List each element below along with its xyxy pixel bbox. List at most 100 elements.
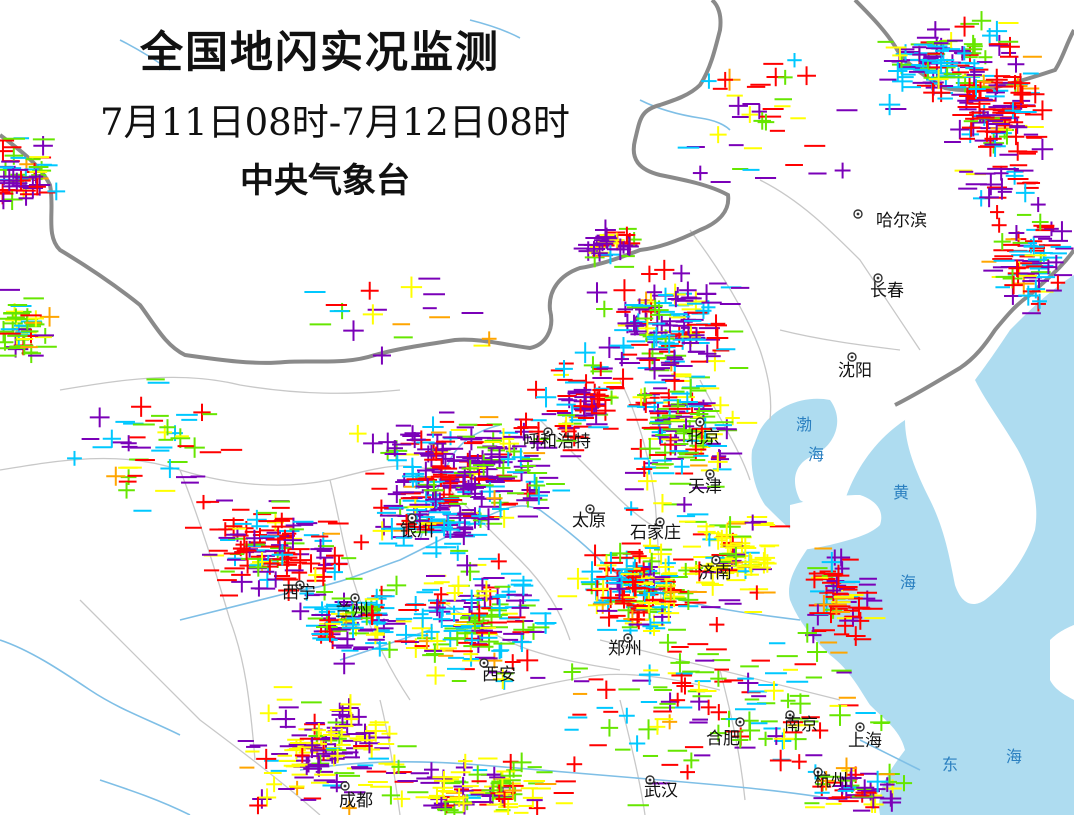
positive-strike-mark	[344, 712, 359, 727]
positive-strike-mark	[751, 103, 767, 120]
city-label-xining: 西宁	[282, 583, 316, 603]
positive-strike-mark	[236, 540, 257, 561]
sea-label-bohai-1: 渤	[796, 415, 812, 434]
positive-strike-mark	[299, 586, 314, 601]
positive-strike-mark	[654, 259, 675, 281]
river	[99, 779, 191, 815]
city-label-chengdu: 成都	[339, 791, 373, 811]
city-label-zhengzhou: 郑州	[608, 639, 642, 659]
positive-strike-mark	[1010, 82, 1031, 103]
positive-strike-mark	[563, 663, 581, 681]
positive-strike-mark	[422, 416, 444, 438]
positive-strike-mark	[1041, 259, 1056, 275]
positive-strike-mark	[291, 602, 310, 621]
river	[119, 39, 171, 71]
positive-strike-mark	[1032, 293, 1048, 309]
positive-strike-mark	[308, 567, 323, 583]
positive-strike-mark	[732, 731, 749, 749]
positive-strike-mark	[754, 547, 776, 569]
positive-strike-mark	[595, 400, 616, 421]
positive-strike-mark	[528, 799, 546, 815]
province-border	[539, 419, 661, 531]
positive-strike-mark	[381, 517, 403, 540]
positive-strike-mark	[711, 396, 730, 414]
land-overlay	[790, 380, 1074, 700]
positive-strike-mark	[193, 403, 211, 422]
positive-strike-mark	[672, 673, 692, 693]
positive-strike-mark	[646, 327, 667, 347]
positive-strike-mark	[477, 508, 500, 531]
positive-strike-mark	[1004, 275, 1023, 295]
positive-strike-mark	[591, 245, 608, 262]
positive-strike-mark	[381, 725, 398, 742]
positive-strike-mark	[450, 545, 466, 561]
positive-strike-mark	[381, 641, 398, 659]
positive-strike-mark	[257, 788, 277, 807]
positive-strike-mark	[702, 532, 717, 547]
positive-strike-mark	[662, 317, 678, 334]
positive-strike-mark	[433, 587, 449, 602]
positive-strike-mark	[489, 446, 510, 468]
positive-strike-mark	[432, 610, 451, 629]
positive-strike-mark	[496, 460, 511, 476]
positive-strike-mark	[963, 34, 983, 54]
city-marker-shijiazhuang: 石家庄	[630, 517, 681, 543]
positive-strike-mark	[445, 803, 464, 815]
positive-strike-mark	[118, 481, 135, 499]
city-marker-chengdu: 成都	[339, 781, 373, 811]
positive-strike-mark	[1023, 236, 1044, 257]
positive-strike-mark	[361, 605, 382, 626]
positive-strike-mark	[457, 753, 473, 769]
positive-strike-mark	[680, 764, 696, 780]
positive-strike-mark	[644, 359, 665, 380]
positive-strike-mark	[639, 349, 660, 371]
positive-strike-mark	[490, 599, 509, 617]
positive-strike-mark	[271, 544, 294, 566]
positive-strike-mark	[511, 752, 532, 773]
positive-strike-mark	[767, 727, 786, 745]
city-label-hohhot: 呼和浩特	[523, 432, 591, 452]
sea-label-east-1: 东	[942, 755, 958, 774]
positive-strike-mark	[613, 279, 636, 302]
positive-strike-mark	[667, 290, 685, 308]
province-border	[689, 229, 772, 421]
positive-strike-mark	[619, 237, 639, 256]
positive-strike-mark	[22, 177, 44, 199]
positive-strike-mark	[659, 334, 679, 354]
river	[859, 739, 921, 771]
positive-strike-mark	[586, 282, 608, 303]
positive-strike-mark	[966, 38, 983, 55]
positive-strike-mark	[342, 617, 364, 639]
positive-strike-mark	[504, 654, 521, 670]
positive-strike-mark	[609, 232, 625, 248]
positive-strike-mark	[672, 264, 691, 283]
positive-strike-mark	[709, 617, 725, 633]
positive-strike-mark	[460, 428, 483, 451]
positive-strike-mark	[612, 368, 634, 389]
bohai-sea	[751, 275, 1074, 815]
positive-strike-mark	[888, 61, 908, 81]
positive-strike-mark	[476, 590, 494, 608]
positive-strike-mark	[196, 494, 211, 510]
positive-strike-mark	[959, 87, 976, 105]
shandong-peninsula	[790, 495, 882, 550]
positive-strike-mark	[449, 631, 465, 647]
positive-strike-mark	[1031, 138, 1054, 160]
positive-strike-mark	[492, 500, 510, 518]
positive-strike-mark	[1032, 100, 1053, 121]
positive-strike-mark	[372, 521, 392, 541]
positive-strike-mark	[461, 459, 479, 478]
city-marker-hefei: 合肥	[706, 717, 745, 749]
positive-strike-mark	[737, 672, 759, 694]
positive-strike-mark	[807, 642, 827, 662]
positive-strike-mark	[604, 390, 619, 405]
positive-strike-mark	[636, 460, 653, 477]
positive-strike-mark	[363, 433, 383, 454]
positive-strike-mark	[966, 79, 986, 99]
positive-strike-mark	[365, 625, 385, 645]
city-label-nanjing: 南京	[784, 715, 818, 735]
positive-strike-mark	[349, 424, 367, 443]
positive-strike-mark	[574, 342, 596, 364]
positive-strike-mark	[707, 452, 728, 472]
positive-strike-mark	[662, 714, 678, 730]
